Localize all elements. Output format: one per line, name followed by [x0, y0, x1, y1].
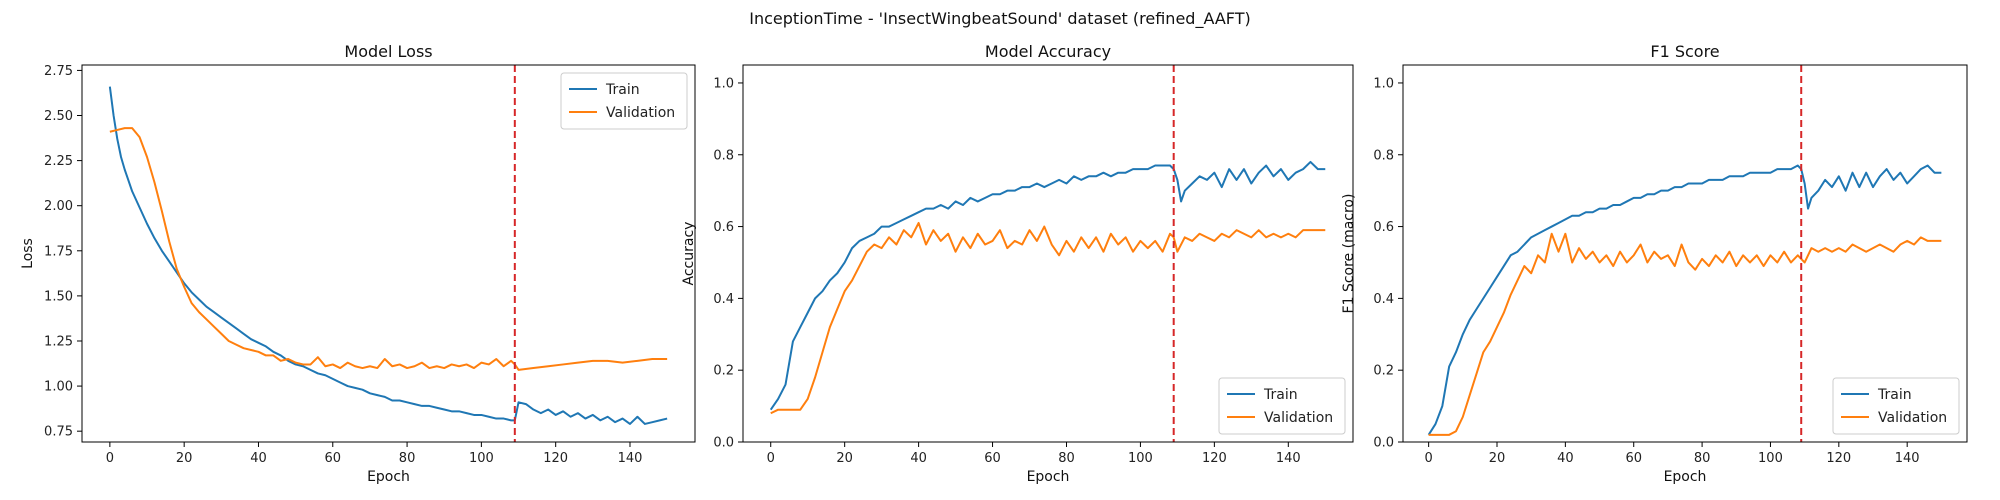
x-tick-label: 60	[1625, 451, 1642, 466]
y-tick-label: 1.00	[44, 380, 73, 395]
x-tick-label: 80	[399, 451, 416, 466]
series-line-train	[1427, 164, 1942, 436]
x-axis-label: Epoch	[1027, 469, 1070, 485]
y-tick-label: 1.50	[44, 289, 73, 304]
y-tick-label: 2.00	[44, 199, 73, 214]
x-tick-label: 100	[1128, 451, 1153, 466]
y-tick-label: 1.25	[44, 334, 73, 349]
y-tick-label: 0.0	[713, 436, 734, 451]
x-tick-label: 80	[1058, 451, 1075, 466]
y-tick-label: 0.4	[1373, 292, 1394, 307]
y-tick-label: 1.75	[44, 244, 73, 259]
legend-label: Train	[1877, 387, 1912, 403]
y-tick-label: 0.8	[713, 148, 734, 163]
legend: Train Validation	[560, 72, 688, 130]
x-tick-label: 20	[1489, 451, 1506, 466]
y-tick-label: 0.8	[1373, 148, 1394, 163]
x-tick-label: 100	[1758, 451, 1783, 466]
x-tick-label: 0	[106, 451, 114, 466]
y-tick-label: 0.4	[713, 292, 734, 307]
panel-title: Model Accuracy	[985, 42, 1111, 61]
legend-label: Train	[1263, 387, 1298, 403]
series-line-validation	[1428, 232, 1942, 436]
plot-frame	[1402, 64, 1968, 443]
legend-box	[1832, 377, 1960, 435]
legend-label: Train	[605, 82, 640, 98]
series-line-validation	[109, 127, 668, 371]
legend: Train Validation	[1832, 377, 1960, 435]
series-line-train	[108, 86, 668, 425]
chart-loss: Model Loss 0 20 40 60 80 100 120 140 0.75 1.00 1.25…	[20, 42, 696, 485]
legend-label: Validation	[1878, 410, 1947, 426]
x-tick-label: 40	[910, 451, 927, 466]
legend: Train Validation	[1218, 377, 1346, 435]
x-tick-label: 140	[1276, 451, 1301, 466]
plot-frame	[742, 64, 1354, 443]
x-tick-label: 40	[1557, 451, 1574, 466]
y-tick-label: 1.0	[1373, 76, 1394, 91]
x-tick-label: 60	[984, 451, 1001, 466]
x-tick-label: 60	[324, 451, 341, 466]
y-tick-label: 0.0	[1373, 436, 1394, 451]
series-line-validation	[770, 221, 1326, 415]
legend-label: Validation	[1264, 410, 1333, 426]
x-tick-label: 120	[1826, 451, 1851, 466]
figure-suptitle: InceptionTime - 'InsectWingbeatSound' da…	[749, 9, 1250, 29]
y-tick-label: 0.6	[1373, 220, 1394, 235]
x-tick-label: 120	[543, 451, 568, 466]
y-tick-label: 0.75	[44, 425, 73, 440]
y-tick-label: 1.0	[713, 76, 734, 91]
y-tick-label: 0.2	[713, 364, 734, 379]
chart-accuracy: Model Accuracy 0 20 40 60 80 100 120 140 0.0 0.2 0.…	[681, 42, 1354, 485]
panel-title: Model Loss	[344, 42, 432, 61]
x-tick-label: 0	[767, 451, 775, 466]
x-tick-label: 140	[1895, 451, 1920, 466]
x-tick-label: 40	[250, 451, 267, 466]
y-tick-label: 0.6	[713, 220, 734, 235]
y-axis-label: Accuracy	[681, 222, 697, 286]
x-axis-label: Epoch	[1664, 469, 1707, 485]
y-tick-label: 0.2	[1373, 364, 1394, 379]
x-tick-label: 80	[1694, 451, 1711, 466]
panel-title: F1 Score	[1650, 42, 1719, 61]
x-tick-label: 0	[1424, 451, 1432, 466]
x-tick-label: 20	[176, 451, 193, 466]
x-tick-label: 120	[1202, 451, 1227, 466]
series-line-train	[769, 160, 1326, 411]
y-tick-label: 2.50	[44, 109, 73, 124]
y-tick-label: 2.25	[44, 154, 73, 169]
x-tick-label: 20	[836, 451, 853, 466]
y-axis-label: Loss	[20, 238, 36, 269]
y-axis-label: F1 Score (macro)	[1341, 194, 1357, 314]
chart-f1-score: F1 Score 0 20 40 60 80 100 120 140 0.0 0.2 0.4 0.6 0.…	[1341, 42, 1968, 485]
legend-box	[1218, 377, 1346, 435]
y-tick-label: 2.75	[44, 64, 73, 79]
x-axis-label: Epoch	[367, 469, 410, 485]
legend-label: Validation	[606, 105, 675, 121]
x-tick-label: 140	[618, 451, 643, 466]
plot-frame	[81, 64, 696, 443]
legend-box	[560, 72, 688, 130]
x-tick-label: 100	[469, 451, 494, 466]
